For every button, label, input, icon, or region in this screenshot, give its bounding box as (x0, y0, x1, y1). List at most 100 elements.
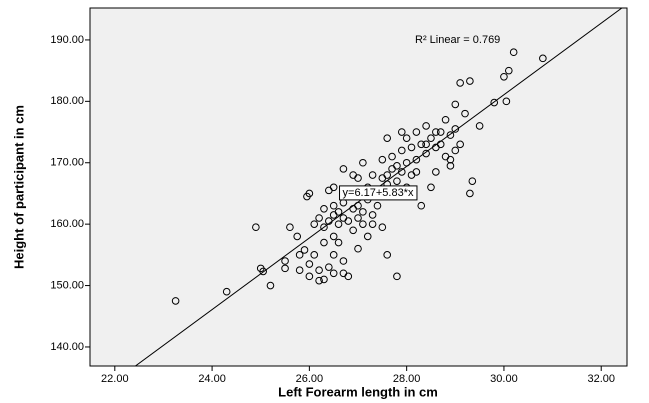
point (397, 128, 406, 136)
point (500, 72, 508, 81)
point (427, 134, 435, 142)
point (320, 204, 328, 213)
point (286, 223, 294, 232)
point (252, 223, 260, 232)
point (393, 162, 401, 170)
point (305, 272, 314, 281)
x-tick-label: 32.00 (587, 373, 615, 385)
point (393, 272, 401, 281)
x-tick-label: 28.00 (393, 373, 421, 385)
point (334, 220, 343, 228)
point (281, 264, 289, 273)
point (329, 232, 338, 241)
point (446, 162, 455, 170)
point (359, 220, 367, 228)
x-tick-label: 30.00 (490, 373, 518, 385)
y-tick-label: 160.00 (50, 218, 84, 230)
point (363, 232, 372, 241)
point (451, 125, 460, 133)
point (412, 168, 421, 176)
point (320, 238, 328, 247)
point (354, 244, 362, 253)
point (325, 263, 333, 271)
point (315, 276, 323, 285)
point (344, 217, 353, 225)
point (315, 266, 323, 275)
y-tick-label: 180.00 (50, 95, 84, 107)
point (397, 146, 406, 155)
point (305, 260, 314, 268)
point (509, 48, 518, 57)
point (373, 201, 382, 210)
point (432, 168, 440, 176)
point (315, 214, 323, 222)
point (417, 140, 426, 149)
point (320, 275, 328, 284)
point (320, 223, 328, 232)
point (422, 122, 430, 130)
point (368, 220, 377, 228)
point (446, 131, 455, 139)
point (539, 54, 547, 63)
point (422, 140, 430, 149)
point (378, 155, 387, 164)
fit-line (134, 8, 623, 366)
point (451, 146, 460, 155)
point (427, 183, 435, 192)
point (359, 208, 367, 216)
point (490, 98, 499, 107)
point (378, 223, 387, 232)
point (407, 143, 416, 152)
y-tick-label: 140.00 (50, 341, 84, 353)
point (359, 158, 367, 167)
point (393, 177, 401, 185)
point (329, 183, 338, 192)
point (456, 140, 464, 149)
x-tick-label: 24.00 (198, 373, 226, 385)
r2-label: R² Linear = 0.769 (415, 34, 500, 46)
point (383, 251, 391, 259)
fit-equation-box (339, 185, 418, 201)
point (461, 109, 469, 118)
point (310, 251, 319, 259)
point (266, 281, 275, 290)
point (383, 134, 391, 142)
point (502, 97, 511, 106)
point (354, 174, 362, 182)
x-axis-title: Left Forearm length in cm (278, 384, 438, 399)
point (303, 192, 311, 201)
point (354, 214, 362, 222)
point (432, 128, 440, 136)
x-tick-label: 26.00 (296, 373, 324, 385)
point (334, 238, 343, 247)
point (344, 272, 353, 281)
point (339, 165, 348, 173)
point (436, 128, 445, 136)
point (259, 267, 267, 276)
point (468, 177, 477, 185)
point (293, 232, 302, 241)
point (295, 266, 304, 275)
point (310, 220, 319, 228)
y-axis-title: Height of participant in cm (11, 105, 26, 269)
y-tick-label: 150.00 (50, 279, 84, 291)
point (222, 287, 231, 296)
point (339, 257, 348, 265)
point (329, 251, 338, 259)
point (171, 297, 180, 305)
point (368, 211, 377, 219)
point (475, 122, 484, 130)
point (334, 208, 343, 216)
point (329, 269, 338, 278)
point (417, 201, 426, 210)
point (412, 155, 421, 164)
point (329, 201, 338, 210)
point (383, 171, 391, 179)
point (368, 171, 377, 179)
point (466, 77, 474, 85)
point (505, 66, 513, 75)
point (349, 226, 357, 235)
point (456, 79, 464, 87)
point (451, 100, 460, 109)
